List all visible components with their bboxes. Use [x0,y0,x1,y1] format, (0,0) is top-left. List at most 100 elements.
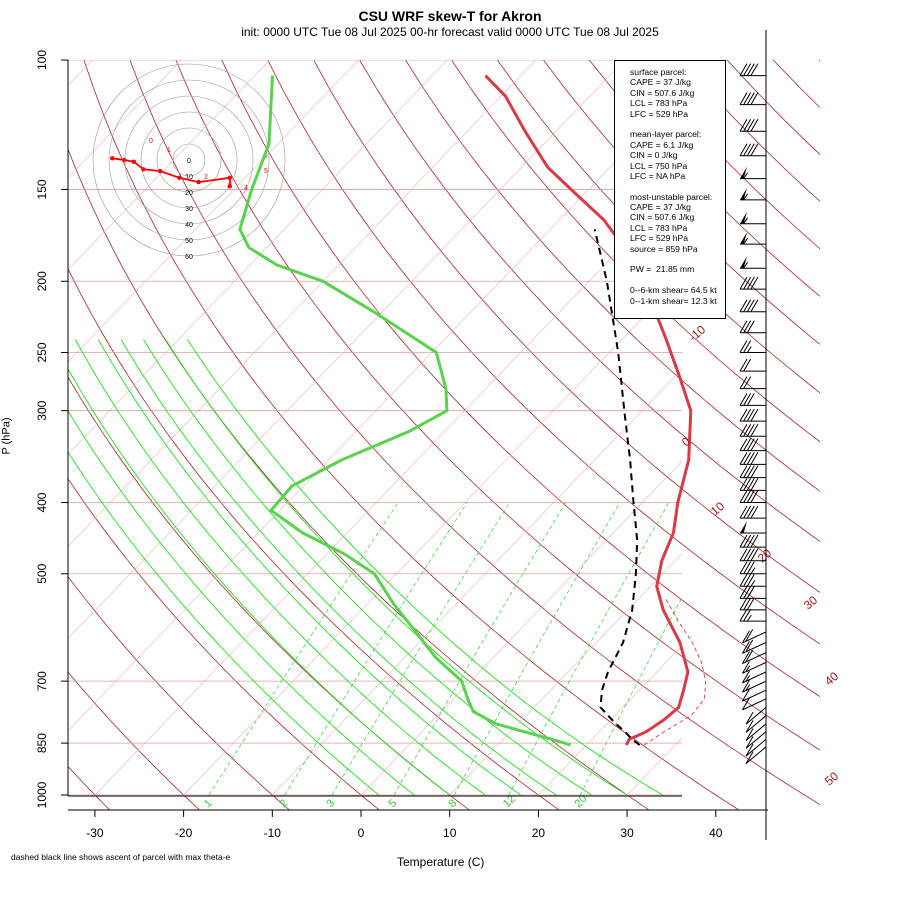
wind-barb-feather [745,728,754,741]
footnote: dashed black line shows ascent of parcel… [11,852,231,862]
dry-adiabat-line [405,60,820,492]
wind-barb-feather [750,299,759,312]
hodograph-ring-label: 30 [185,206,193,213]
wind-barb-flag [740,211,747,224]
wind-barb-feather [746,276,755,290]
temperature-line [484,74,693,746]
wind-barb-half-feather [746,614,752,622]
isotherm-line [538,645,682,796]
info-line: CIN = 507.6 J/kg [630,87,695,98]
chart-subtitle: init: 0000 UTC Tue 08 Jul 2025 00-hr for… [241,25,659,39]
dry-adiabat-line [497,60,820,394]
hodograph-point-label: 0 [149,138,153,145]
info-line: mean-layer parcel: [630,129,702,140]
info-line: CAPE = 6.1 J/kg [630,139,694,150]
hodograph-point [227,175,232,180]
wind-barb-feather [742,641,750,654]
wind-barb-feather [739,358,748,372]
wind-barb-feather [750,438,759,451]
wind-barb-feather [743,320,752,333]
wind-barb-feather [750,465,759,478]
wind-barb-feather [746,92,755,105]
y-tick-label: 1000 [35,781,49,808]
hodograph-ring-label: 40 [185,222,193,229]
hodograph-point [158,168,163,174]
wind-barb-feather [750,478,759,491]
wind-barb-half-feather [745,675,751,682]
y-axis-label: P (hPa) [0,417,13,455]
hodograph-ring-label: 60 [185,254,193,261]
wind-barb-feather [739,534,748,548]
mixing-ratio-line [508,502,670,796]
isotherm-line [183,276,682,796]
wind-barb-feather [743,143,752,157]
y-tick-label: 150 [35,179,49,199]
info-line: LFC = 529 hPa [630,233,689,244]
wind-barb-flag [740,232,747,245]
wind-barb-feather [745,639,754,653]
isotherm-line [68,60,625,639]
moist-adiabat-line [97,339,521,796]
virtual-temperature-line [643,598,707,746]
info-line: LFC = 529 hPa [630,108,689,119]
wind-barb [745,715,767,733]
wind-barb-feather [746,299,755,312]
wind-barb-feather [739,376,748,389]
hodograph-point-label: 5 [264,168,268,175]
wind-barb-feather [739,438,748,451]
wind-barb [745,746,767,764]
wind-barb-feather [746,490,755,503]
x-tick-label: 40 [709,826,723,840]
hodograph-point-label: 3 [228,183,232,190]
wind-barb-feather [746,597,755,611]
hodograph-point [131,159,136,164]
wind-barb-feather [745,743,754,757]
wind-barb-feather [746,63,755,76]
wind-barb-feather [743,597,752,611]
y-tick-label: 500 [35,563,49,583]
dry-adiabat-line [726,60,820,155]
wind-barb-half-feather [743,172,749,179]
y-tick-label: 300 [35,400,49,420]
isotherm-label: 50 [822,769,841,789]
dry-adiabat-line [175,60,820,751]
moist-adiabat-line [187,339,663,796]
moist-adiabat-line [68,410,415,796]
wind-barb-feather [746,393,755,406]
dry-adiabat-line [267,60,820,645]
hodograph-ring-label: 50 [185,238,193,245]
wind-barb-feather [743,490,752,503]
parcel-info-box: surface parcel: CAPE = 37 J/kg CIN = 507.6… [614,60,726,319]
dry-adiabat-line [68,576,290,810]
wind-barb-half-feather [743,217,749,224]
isotherm-label: 40 [822,669,841,689]
wind-barb-feather [739,608,748,622]
wind-barb-feather [743,408,752,422]
wind-barb-feather [743,358,752,372]
hodograph-ring [92,63,286,257]
wind-barb-feather [746,586,755,599]
hodograph-ring-label: 10 [185,174,193,181]
x-tick-label: 20 [532,826,546,840]
mixing-ratio-line [579,596,682,796]
dry-adiabat-line [359,60,820,542]
x-axis-label: Temperature (C) [397,855,485,869]
info-line [630,181,725,191]
wind-barb-feather [739,505,748,519]
isotherm-label: 10 [708,499,727,519]
isotherm-line [716,60,900,795]
wind-barb-feather [739,574,748,587]
isotherm-line [272,368,682,796]
wind-barb-feather [739,118,748,132]
wind-barb-feather [750,143,759,157]
dry-adiabat-line [221,60,820,698]
dry-adiabat-line [313,60,820,593]
wind-barb [745,723,767,741]
wind-barb-feather [739,299,748,312]
wind-barb-feather [739,393,748,406]
wind-barb-feather [745,629,754,642]
wind-barb-feather [745,720,754,733]
wind-barb-feather [750,92,759,105]
x-tick-label: -20 [175,826,193,840]
